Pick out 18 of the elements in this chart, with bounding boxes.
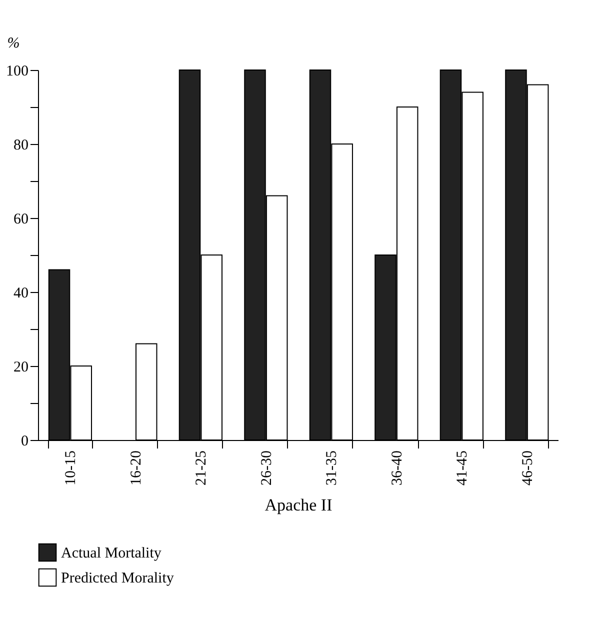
x-axis-title: Apache II xyxy=(264,495,333,514)
x-tick-label: 36-40 xyxy=(389,450,406,486)
legend-label: Predicted Morality xyxy=(61,570,174,586)
x-tick-label: 46-50 xyxy=(520,450,536,486)
x-tick-label: 26-30 xyxy=(258,450,275,486)
y-tick-label: 20 xyxy=(14,360,28,376)
y-axis-title: % xyxy=(7,36,20,52)
x-tick-label: 41-45 xyxy=(454,450,471,486)
y-tick-label: 60 xyxy=(14,212,28,228)
y-tick-label: 40 xyxy=(14,286,28,302)
legend-label: Actual Mortality xyxy=(61,546,162,562)
x-tick-label: 10-15 xyxy=(63,450,80,486)
x-tick-label: 31-35 xyxy=(324,450,340,486)
y-tick-label: 100 xyxy=(6,64,28,80)
x-tick-label: 21-25 xyxy=(194,450,210,486)
y-tick-label: 80 xyxy=(14,138,28,154)
x-tick-label: 16-20 xyxy=(128,450,144,486)
y-tick-label: 0 xyxy=(21,434,28,450)
